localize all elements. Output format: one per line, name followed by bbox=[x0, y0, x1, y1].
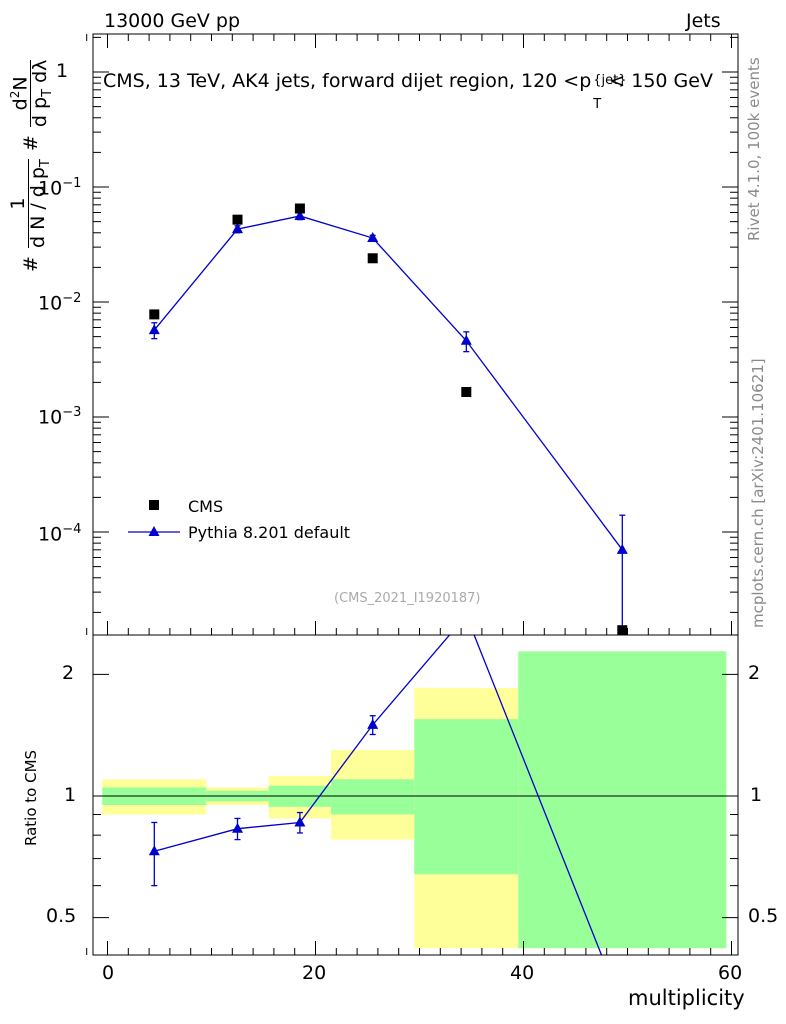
ratio-point bbox=[617, 1001, 628, 1011]
y-tick-label-1: 1 bbox=[56, 60, 69, 82]
ratio-stat-band-3 bbox=[331, 779, 415, 815]
plot-title-sup: {jet} bbox=[593, 73, 627, 88]
ratio-tick-label-2-right: 2 bbox=[748, 662, 761, 684]
mc-point bbox=[367, 232, 379, 243]
ratio-point bbox=[148, 845, 160, 856]
ratio-tick-label-0.5: 0.5 bbox=[46, 905, 77, 927]
legend-mc-marker bbox=[148, 526, 160, 536]
ylabel-sub-2: T bbox=[40, 88, 56, 97]
ratio-tick-label-0.5-right: 0.5 bbox=[748, 905, 779, 927]
plot-title-prefix: CMS, 13 TeV, AK4 jets, forward dijet reg… bbox=[103, 70, 592, 92]
plot-title-suffix: < 150 GeV bbox=[609, 70, 713, 92]
ratio-tick-label-2: 2 bbox=[62, 662, 75, 684]
mc-point bbox=[294, 209, 306, 220]
axis-ticks bbox=[86, 34, 738, 955]
x-tick-label-60: 60 bbox=[718, 962, 743, 984]
rivet-version-label: Rivet 4.1.0, 100k events bbox=[745, 57, 763, 241]
legend-cms-marker bbox=[149, 500, 159, 510]
ylabel-dp: d p bbox=[29, 96, 52, 128]
x-tick-label-40: 40 bbox=[510, 962, 535, 984]
ratio-tick-label-1: 1 bbox=[64, 784, 77, 806]
ratio-point bbox=[367, 718, 379, 729]
ratio-stat-band-5 bbox=[518, 651, 727, 949]
x-axis-label: multiplicity bbox=[628, 986, 745, 1010]
ratio-tick-label-1-right: 1 bbox=[750, 784, 763, 806]
panel-frames bbox=[92, 33, 739, 956]
cms-point bbox=[232, 214, 243, 225]
y-tick-label-1e-4: 10−4 bbox=[38, 522, 82, 546]
cms-point bbox=[461, 386, 472, 397]
mc-point bbox=[148, 324, 160, 335]
header-process-label: 13000 GeV pp bbox=[104, 10, 241, 32]
ratio-stat-band-4 bbox=[414, 719, 519, 875]
ylabel-sub-1: T bbox=[37, 159, 53, 168]
mc-point bbox=[232, 223, 243, 234]
y-tick-label-1e-1: 10−1 bbox=[38, 176, 82, 200]
y-tick-label-1e-2: 10−2 bbox=[38, 291, 82, 315]
y-tick-label-1e-3: 10−3 bbox=[38, 405, 82, 429]
legend-label-pythia: Pythia 8.201 default bbox=[188, 523, 351, 542]
analysis-watermark: (CMS_2021_I1920187) bbox=[334, 591, 481, 606]
ylabel-N: N bbox=[9, 76, 32, 91]
ylabel-hash-2: # bbox=[20, 135, 43, 152]
ratio-y-axis-label: Ratio to CMS bbox=[22, 749, 40, 846]
mcplots-source-label: mcplots.cern.ch [arXiv:2401.10621] bbox=[749, 358, 767, 628]
mc-line bbox=[153, 215, 623, 551]
ratio-uncertainty-bands bbox=[102, 651, 727, 949]
ratio-panel-frame bbox=[92, 634, 739, 956]
ylabel-hash-1: # bbox=[20, 256, 43, 272]
plot-title: CMS, 13 TeV, AK4 jets, forward dijet reg… bbox=[103, 70, 713, 112]
ratio-panel-series bbox=[148, 609, 628, 1011]
mc-point bbox=[616, 543, 628, 554]
ratio-point bbox=[461, 609, 472, 619]
plot-title-sub: T bbox=[593, 97, 602, 112]
ylabel-sup-2: 2 bbox=[8, 90, 22, 99]
ratio-point bbox=[232, 822, 243, 833]
mc-point bbox=[460, 334, 472, 345]
cms-point bbox=[367, 253, 378, 264]
cms-point bbox=[149, 309, 160, 320]
ylabel-dlambda: dλ bbox=[29, 59, 52, 83]
ratio-mc-line bbox=[154, 635, 603, 955]
main-panel-frame bbox=[92, 33, 739, 636]
ratio-point bbox=[294, 816, 306, 827]
cms-point bbox=[294, 203, 305, 214]
x-tick-label-0: 0 bbox=[102, 962, 115, 984]
main-y-axis-label: # 1 d N / d pT # d2N d pT dλ bbox=[6, 58, 57, 272]
main-panel-series bbox=[148, 203, 628, 635]
ylabel-d: d bbox=[9, 98, 32, 111]
ylabel-numerator-1: 1 bbox=[7, 159, 29, 249]
x-tick-label-20: 20 bbox=[302, 962, 327, 984]
legend-markers bbox=[128, 500, 180, 536]
header-category-label: Jets bbox=[686, 10, 721, 32]
cms-point bbox=[617, 625, 628, 635]
legend-label-cms: CMS bbox=[188, 497, 224, 516]
